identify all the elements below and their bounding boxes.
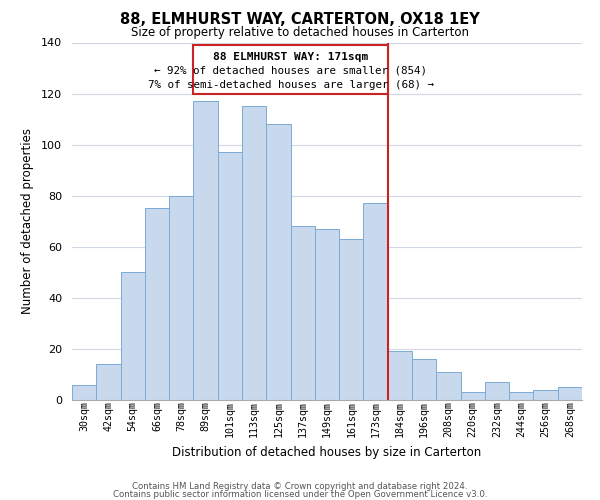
Text: 88, ELMHURST WAY, CARTERTON, OX18 1EY: 88, ELMHURST WAY, CARTERTON, OX18 1EY bbox=[120, 12, 480, 28]
Bar bbox=[315, 229, 339, 400]
Text: 88 ELMHURST WAY: 171sqm: 88 ELMHURST WAY: 171sqm bbox=[213, 52, 368, 62]
Bar bbox=[461, 392, 485, 400]
Bar bbox=[242, 106, 266, 400]
Y-axis label: Number of detached properties: Number of detached properties bbox=[21, 128, 34, 314]
X-axis label: Distribution of detached houses by size in Carterton: Distribution of detached houses by size … bbox=[172, 446, 482, 458]
Text: ← 92% of detached houses are smaller (854): ← 92% of detached houses are smaller (85… bbox=[154, 66, 427, 76]
Bar bbox=[339, 239, 364, 400]
Bar bbox=[485, 382, 509, 400]
Bar bbox=[145, 208, 169, 400]
Text: Contains HM Land Registry data © Crown copyright and database right 2024.: Contains HM Land Registry data © Crown c… bbox=[132, 482, 468, 491]
Bar bbox=[121, 272, 145, 400]
Bar bbox=[558, 387, 582, 400]
Bar bbox=[96, 364, 121, 400]
Bar bbox=[72, 384, 96, 400]
Bar bbox=[412, 359, 436, 400]
Bar bbox=[509, 392, 533, 400]
Bar bbox=[388, 352, 412, 400]
Bar bbox=[290, 226, 315, 400]
Bar bbox=[193, 101, 218, 400]
Text: Contains public sector information licensed under the Open Government Licence v3: Contains public sector information licen… bbox=[113, 490, 487, 499]
Bar bbox=[218, 152, 242, 400]
Bar bbox=[436, 372, 461, 400]
Bar bbox=[169, 196, 193, 400]
Bar bbox=[364, 204, 388, 400]
Bar bbox=[266, 124, 290, 400]
FancyBboxPatch shape bbox=[193, 45, 388, 94]
Text: Size of property relative to detached houses in Carterton: Size of property relative to detached ho… bbox=[131, 26, 469, 39]
Text: 7% of semi-detached houses are larger (68) →: 7% of semi-detached houses are larger (6… bbox=[148, 80, 434, 90]
Bar bbox=[533, 390, 558, 400]
